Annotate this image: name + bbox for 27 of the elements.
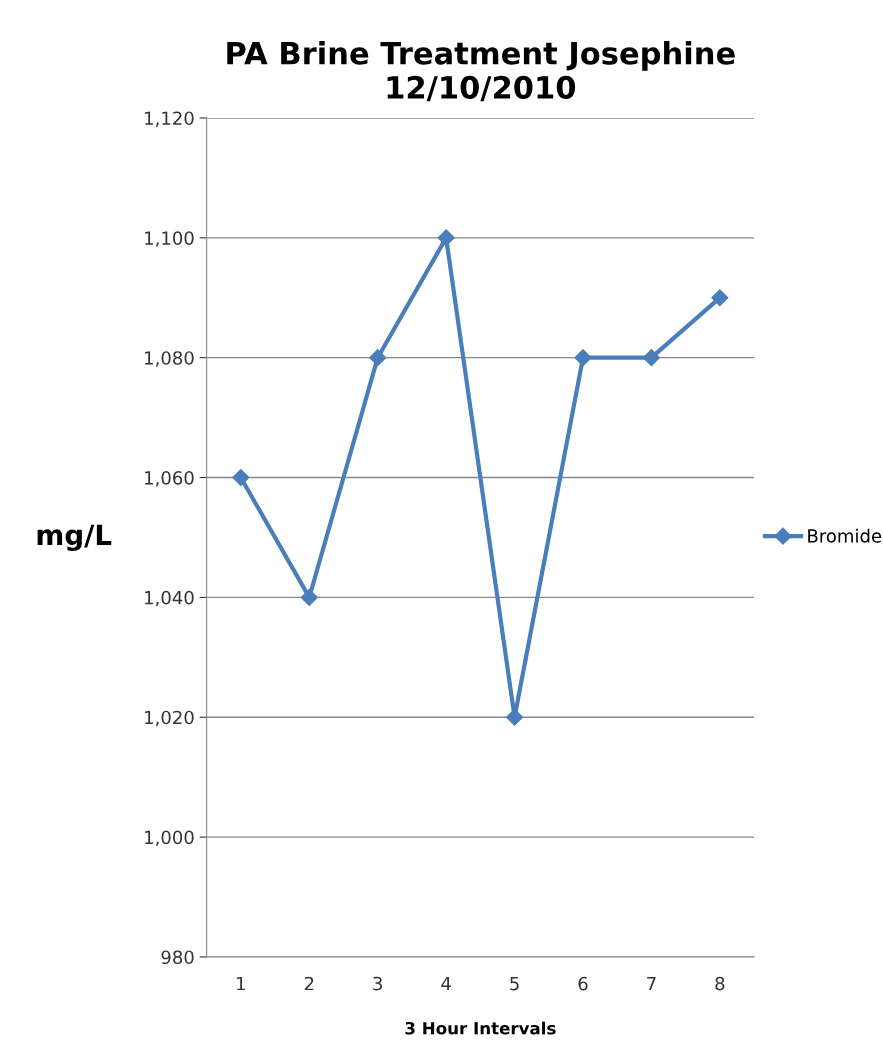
point [232,468,250,487]
y-axis-title: mg/L [37,524,112,551]
point [711,289,729,307]
y-tick-label: 1,120 [145,111,194,127]
legend-label: Bromide [808,528,882,543]
x-tick-label: 7 [647,976,656,991]
x-tick-label: 5 [510,976,519,991]
chart-title: PA Brine Treatment Josephine 12/10/2010 [227,41,735,102]
y-tick-label: 1,100 [145,231,194,247]
point [300,588,318,606]
x-tick-label: 1 [237,976,245,991]
x-axis-title: 3 Hour Intervals [405,1021,556,1035]
point [642,349,660,367]
y-tick-label: 1,080 [145,351,194,367]
x-tick-label: 3 [373,976,382,991]
y-tick-label: 1,060 [145,470,194,487]
y-tick-label: 1,000 [145,830,194,847]
x-tick-label: 4 [441,976,451,991]
x-tick-label: 8 [715,976,725,991]
y-tick-label: 1,040 [145,590,194,607]
point [369,349,387,367]
x-tick-label: 2 [304,976,314,991]
y-tick-label: 1,020 [145,710,194,727]
y-tick-label: 980 [161,950,194,965]
point [437,229,455,247]
point [574,349,592,367]
x-tick-label: 6 [578,976,588,991]
